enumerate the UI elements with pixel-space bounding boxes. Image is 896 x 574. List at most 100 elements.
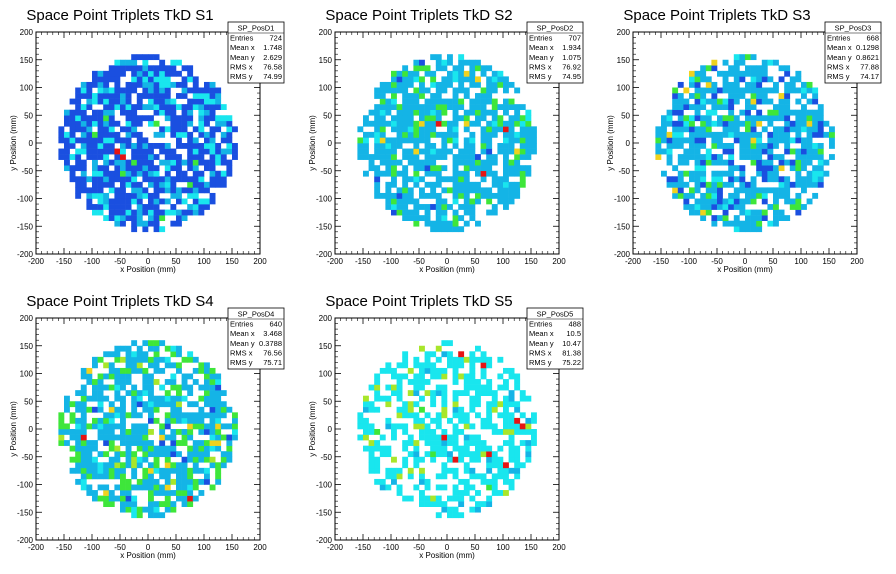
histogram-bin — [75, 148, 82, 155]
histogram-bin — [92, 495, 98, 502]
histogram-bin — [683, 204, 690, 210]
histogram-bin — [806, 143, 813, 149]
histogram-bin — [159, 159, 166, 166]
histogram-bin — [430, 165, 437, 172]
histogram-bin — [108, 104, 115, 110]
stats-label: RMS y — [529, 358, 552, 367]
x-axis-label: x Position (mm) — [419, 551, 475, 560]
histogram-bin — [424, 137, 431, 144]
histogram-bin — [514, 170, 521, 177]
histogram-bin — [374, 137, 381, 144]
histogram-bin — [164, 473, 171, 480]
histogram-bin — [97, 204, 104, 210]
histogram-bin — [75, 417, 82, 424]
histogram-bin — [148, 70, 154, 77]
histogram-bin — [125, 506, 132, 513]
histogram-bin — [789, 126, 796, 133]
histogram-bin — [430, 126, 437, 133]
histogram-bin — [187, 390, 194, 396]
histogram-bin — [86, 440, 93, 446]
histogram-bin — [92, 384, 98, 391]
histogram-bin — [419, 126, 425, 133]
histogram-bin — [413, 384, 420, 391]
histogram-bin — [407, 70, 414, 77]
histogram-bin — [683, 198, 690, 205]
histogram-bin — [469, 65, 476, 72]
histogram-bin — [458, 192, 465, 199]
stats-box-frame — [526, 307, 584, 370]
histogram-bin — [164, 143, 171, 149]
histogram-bin — [402, 115, 409, 122]
histogram-bin — [114, 384, 121, 391]
histogram-bin — [519, 390, 526, 396]
histogram-bin — [756, 76, 763, 83]
histogram-bin — [170, 429, 177, 435]
histogram-bin — [829, 131, 835, 138]
histogram-bin — [220, 137, 227, 144]
histogram-bin — [209, 131, 216, 138]
histogram-bin — [463, 154, 470, 160]
histogram-bin — [148, 65, 154, 72]
histogram-bin — [164, 362, 171, 369]
histogram-bin — [424, 501, 431, 507]
histogram-bin — [407, 401, 414, 408]
histogram-bin — [705, 126, 712, 133]
y-tick-label: 200 — [319, 28, 333, 37]
histogram-bin — [469, 484, 476, 491]
histogram-bin — [385, 445, 392, 452]
histogram-bin — [789, 204, 796, 210]
histogram-bin — [700, 215, 707, 221]
histogram-bin — [463, 126, 470, 133]
histogram-bin — [817, 126, 824, 133]
histogram-bin — [750, 192, 757, 199]
histogram-bin — [447, 70, 453, 77]
histogram-bin — [153, 484, 160, 491]
histogram-bin — [413, 181, 420, 188]
histogram-bin — [475, 181, 481, 188]
histogram-bin — [136, 154, 143, 160]
histogram-bin — [120, 215, 126, 221]
histogram-bin — [452, 104, 459, 110]
histogram-bin — [159, 109, 166, 116]
histogram-bin — [413, 176, 420, 183]
histogram-bin — [80, 143, 87, 149]
histogram-bin — [75, 445, 82, 452]
histogram-bin — [97, 148, 104, 155]
histogram-bin — [142, 406, 149, 413]
histogram-bin — [503, 98, 509, 105]
histogram-bin — [452, 473, 459, 480]
histogram-bin — [125, 373, 132, 380]
histogram-bin — [452, 362, 459, 369]
histogram-bin — [447, 187, 453, 194]
histogram-bin — [689, 143, 695, 149]
histogram-bin — [148, 143, 154, 149]
histogram-bin — [176, 390, 182, 396]
histogram-bin — [817, 109, 824, 116]
histogram-bin — [120, 159, 126, 166]
histogram-bin — [497, 70, 504, 77]
histogram-bin — [531, 417, 537, 424]
histogram-bin — [413, 379, 420, 385]
histogram-bin — [363, 406, 369, 413]
histogram-bin — [469, 143, 476, 149]
histogram-bin — [136, 356, 143, 363]
histogram-bin — [491, 76, 498, 83]
histogram-bin — [424, 379, 431, 385]
histogram-bin — [391, 198, 397, 205]
histogram-bin — [204, 451, 210, 458]
histogram-bin — [452, 209, 459, 216]
y-tick-label: 0 — [328, 425, 333, 434]
histogram-bin — [159, 429, 166, 435]
histogram-bin — [164, 176, 171, 183]
histogram-bin — [469, 495, 476, 502]
histogram-bin — [374, 115, 381, 122]
histogram-bin — [424, 451, 431, 458]
histogram-bin — [441, 165, 448, 172]
histogram-bin — [374, 467, 381, 474]
histogram-bin — [357, 417, 364, 424]
histogram-bin — [125, 81, 132, 88]
histogram-bin — [700, 170, 707, 177]
histogram-bin — [187, 159, 194, 166]
histogram-bin — [204, 467, 210, 474]
